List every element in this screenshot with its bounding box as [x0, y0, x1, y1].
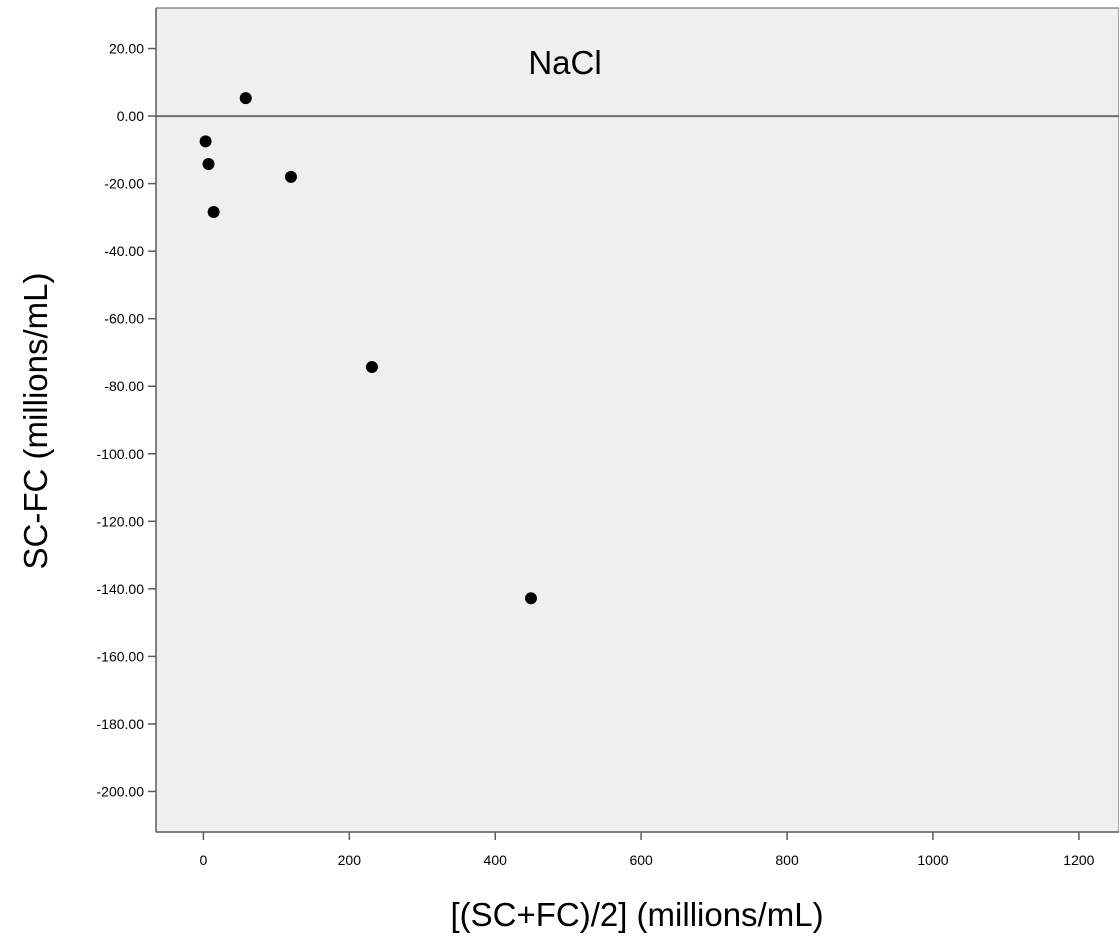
data-point	[365, 360, 378, 373]
data-point	[239, 92, 252, 105]
y-tick-label: 0.00	[117, 108, 144, 124]
x-tick-label: 800	[775, 852, 799, 868]
plot-area	[155, 7, 1119, 833]
x-tick-label: 600	[629, 852, 653, 868]
chart-annotation: NaCl	[528, 44, 601, 81]
y-axis-title: SC-FC (millions/mL)	[17, 273, 54, 570]
data-point	[202, 158, 215, 171]
data-point	[207, 205, 220, 218]
y-tick-label: -180.00	[97, 716, 145, 732]
data-point	[524, 592, 537, 605]
y-tick-label: -40.00	[104, 243, 144, 259]
y-axis: 20.00 0.00 -20.00 -40.00 -60.00 -80.00 -100.00…	[97, 8, 157, 832]
x-axis: 0 200 400 600 800 1000 1200	[156, 831, 1119, 868]
x-tick-label: 400	[484, 852, 508, 868]
x-tick-label: 0	[200, 852, 208, 868]
x-tick-label: 1200	[1063, 852, 1094, 868]
y-tick-label: -160.00	[97, 648, 145, 664]
y-tick-label: -200.00	[97, 783, 145, 799]
y-tick-label: -20.00	[104, 176, 144, 192]
data-points	[199, 92, 537, 605]
y-tick-label: -80.00	[104, 378, 144, 394]
x-tick-label: 200	[338, 852, 362, 868]
y-tick-label: -60.00	[104, 311, 144, 327]
y-tick-label: -120.00	[97, 513, 145, 529]
y-tick-label: 20.00	[109, 41, 144, 57]
data-point	[199, 135, 212, 148]
y-tick-label: -140.00	[97, 581, 145, 597]
y-tick-label: -100.00	[97, 446, 145, 462]
x-axis-title: [(SC+FC)/2] (millions/mL)	[450, 896, 823, 933]
x-tick-label: 1000	[917, 852, 948, 868]
data-point	[284, 170, 297, 183]
